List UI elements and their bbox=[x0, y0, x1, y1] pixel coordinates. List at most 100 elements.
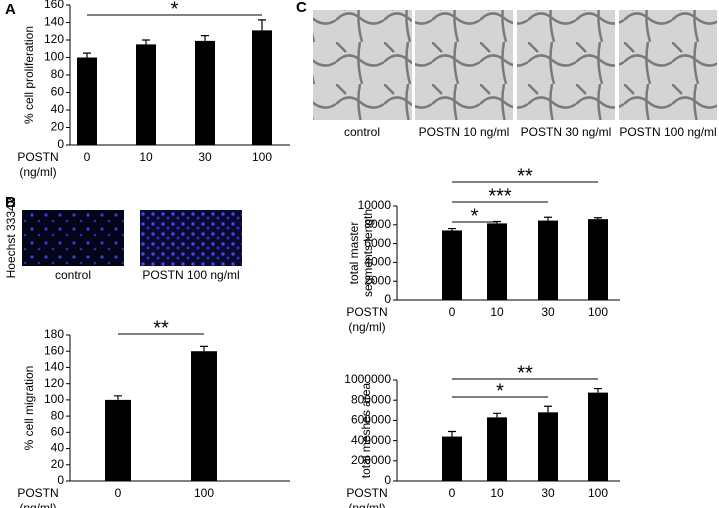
y-tick-label: 160 bbox=[44, 0, 64, 11]
x-tick-label: 30 bbox=[198, 150, 212, 164]
y-axis-label: segments length bbox=[361, 209, 375, 297]
y-tick-label: 200000 bbox=[351, 453, 391, 467]
micrograph bbox=[415, 10, 513, 120]
x-axis-label: (ng/ml) bbox=[19, 165, 56, 179]
bar bbox=[487, 417, 507, 481]
error-bar bbox=[594, 217, 602, 220]
y-tick-label: 0 bbox=[57, 137, 64, 151]
y-tick-label: 120 bbox=[44, 32, 64, 46]
y-tick-label: 80 bbox=[51, 67, 65, 81]
significance-label: * bbox=[496, 380, 504, 402]
y-tick-label: 100 bbox=[44, 392, 64, 406]
x-tick-label: 0 bbox=[449, 305, 456, 319]
error-bar bbox=[200, 345, 208, 352]
y-tick-label: 180 bbox=[44, 327, 64, 341]
y-axis-label: % cell migration bbox=[22, 366, 36, 451]
x-tick-label: 100 bbox=[194, 486, 214, 500]
micrograph bbox=[22, 210, 124, 266]
y-tick-label: 160 bbox=[44, 343, 64, 357]
y-tick-label: 60 bbox=[51, 425, 65, 439]
error-bar bbox=[448, 227, 456, 231]
x-tick-label: 0 bbox=[84, 150, 91, 164]
bar bbox=[442, 230, 462, 300]
y-tick-label: 140 bbox=[44, 360, 64, 374]
y-tick-label: 100 bbox=[44, 50, 64, 64]
x-axis-label: (ng/ml) bbox=[348, 320, 385, 334]
y-axis-label: % cell proliferation bbox=[22, 26, 36, 124]
y-axis-label: total meshes area bbox=[359, 382, 373, 478]
stain-label: Hoechst 33342 bbox=[4, 197, 18, 278]
bar bbox=[538, 412, 558, 481]
error-bar bbox=[142, 39, 150, 45]
image-caption: POSTN 100 ng/ml bbox=[619, 125, 716, 139]
y-tick-label: 600000 bbox=[351, 413, 391, 427]
image-caption: POSTN 30 ng/ml bbox=[521, 125, 612, 139]
image-caption: POSTN 100 ng/ml bbox=[142, 268, 239, 282]
error-bar bbox=[83, 52, 91, 58]
y-tick-label: 0 bbox=[384, 292, 391, 306]
y-tick-label: 400000 bbox=[351, 433, 391, 447]
significance-label: * bbox=[471, 205, 479, 227]
error-bar bbox=[594, 387, 602, 393]
y-tick-label: 4000 bbox=[364, 255, 391, 269]
bar bbox=[136, 44, 156, 145]
significance-label: ** bbox=[517, 362, 533, 384]
panel-label: A bbox=[5, 1, 16, 18]
y-axis-label: total master bbox=[347, 222, 361, 285]
y-tick-label: 140 bbox=[44, 15, 64, 29]
x-axis-label: POSTN bbox=[346, 305, 387, 319]
y-tick-label: 1000000 bbox=[344, 372, 391, 386]
error-bar bbox=[201, 35, 209, 41]
x-tick-label: 100 bbox=[588, 305, 608, 319]
y-tick-label: 6000 bbox=[364, 236, 391, 250]
significance-label: ** bbox=[153, 317, 169, 339]
micrograph bbox=[517, 10, 615, 120]
error-bar bbox=[448, 430, 456, 437]
bar bbox=[195, 40, 215, 145]
y-tick-label: 120 bbox=[44, 376, 64, 390]
panel-label: C bbox=[296, 0, 307, 16]
y-tick-label: 60 bbox=[51, 85, 65, 99]
y-tick-label: 10000 bbox=[358, 198, 392, 212]
x-tick-label: 30 bbox=[541, 486, 555, 500]
y-tick-label: 800000 bbox=[351, 392, 391, 406]
x-tick-label: 100 bbox=[252, 150, 272, 164]
x-tick-label: 0 bbox=[449, 486, 456, 500]
x-tick-label: 30 bbox=[541, 305, 555, 319]
micrograph bbox=[313, 10, 412, 120]
error-bar bbox=[544, 405, 552, 413]
x-axis-label: POSTN bbox=[346, 486, 387, 500]
bar bbox=[588, 392, 608, 481]
bar bbox=[252, 30, 272, 145]
micrograph bbox=[619, 10, 717, 120]
micrograph bbox=[140, 210, 242, 266]
y-tick-label: 0 bbox=[57, 473, 64, 487]
image-caption: control bbox=[55, 268, 91, 282]
bar bbox=[487, 223, 507, 300]
y-tick-label: 20 bbox=[51, 457, 65, 471]
bar bbox=[538, 220, 558, 300]
bar bbox=[588, 219, 608, 300]
y-tick-label: 2000 bbox=[364, 273, 391, 287]
y-tick-label: 8000 bbox=[364, 217, 391, 231]
x-tick-label: 10 bbox=[139, 150, 153, 164]
x-axis-label: (ng/ml) bbox=[348, 501, 385, 508]
bar bbox=[442, 436, 462, 481]
significance-label: ** bbox=[517, 165, 533, 187]
x-axis-label: POSTN bbox=[17, 150, 58, 164]
image-caption: POSTN 10 ng/ml bbox=[419, 125, 510, 139]
x-tick-label: 10 bbox=[490, 486, 504, 500]
x-axis-label: (ng/ml) bbox=[19, 501, 56, 508]
error-bar bbox=[114, 395, 122, 400]
bar bbox=[191, 351, 217, 481]
y-tick-label: 40 bbox=[51, 102, 65, 116]
y-tick-label: 80 bbox=[51, 408, 65, 422]
x-axis-label: POSTN bbox=[17, 486, 58, 500]
error-bar bbox=[258, 19, 266, 31]
x-tick-label: 0 bbox=[115, 486, 122, 500]
image-caption: control bbox=[344, 125, 380, 139]
x-tick-label: 10 bbox=[490, 305, 504, 319]
y-tick-label: 0 bbox=[384, 473, 391, 487]
significance-label: *** bbox=[488, 185, 512, 207]
